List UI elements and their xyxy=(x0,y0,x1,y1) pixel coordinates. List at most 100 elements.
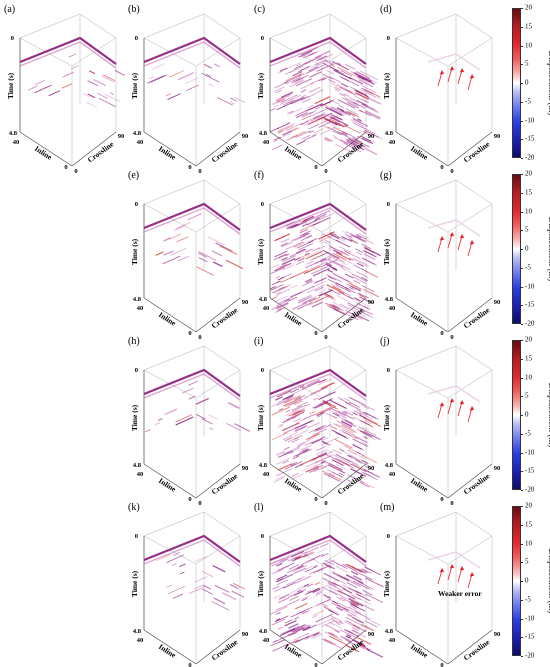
inline-axis-label: Inline xyxy=(409,642,430,660)
colorbar-tickmark xyxy=(521,581,523,582)
inline-axis-label: Inline xyxy=(409,144,430,162)
time-axis-label: Time (s) xyxy=(130,570,139,597)
time-top-tick: 0 xyxy=(387,201,390,208)
axis-line xyxy=(195,131,241,167)
cube-edge xyxy=(455,13,493,39)
inline-max-tick: 40 xyxy=(13,139,20,146)
time-axis-label: Time (s) xyxy=(256,238,265,265)
inline-axis-label: Inline xyxy=(283,642,304,660)
cube-edge xyxy=(269,511,331,537)
colorbar: 20 15 10 5 0 -5 -10 -15 -20 Displacement (m) xyxy=(512,4,550,161)
axis-line xyxy=(447,297,493,333)
error-arrowhead xyxy=(439,236,445,241)
crossline-max-tick: 90 xyxy=(494,465,501,472)
time-top-tick: 0 xyxy=(261,533,264,540)
inline-min-tick: 0 xyxy=(188,164,191,171)
inline-axis-label: Inline xyxy=(283,310,304,328)
seismic-events xyxy=(28,53,126,108)
crossline-max-tick: 90 xyxy=(368,133,375,140)
time-bottom-tick: 4.8 xyxy=(133,462,142,469)
error-arrow xyxy=(467,573,473,589)
colorbar-tickmark xyxy=(521,415,523,416)
colorbar-tickmark xyxy=(521,45,523,47)
error-arrowhead xyxy=(449,232,455,237)
cube-edge xyxy=(329,511,367,537)
error-arrow xyxy=(457,567,463,583)
error-arrowhead xyxy=(469,572,475,577)
colorbar-tick-label: 5 xyxy=(525,557,529,566)
inline-max-tick: 40 xyxy=(389,305,396,312)
colorbar-tick-label: -20 xyxy=(525,651,535,660)
time-axis-label: Time (s) xyxy=(382,238,391,265)
colorbar-tick-label: -20 xyxy=(525,485,535,494)
panel-label: (c) xyxy=(254,4,266,15)
reflector-band xyxy=(19,41,117,69)
reflector-band xyxy=(143,41,241,69)
time-axis-label: Time (s) xyxy=(256,404,265,431)
cube-edge xyxy=(19,13,81,39)
crossline-max-tick: 90 xyxy=(242,631,249,638)
annotation-text: Weaker error xyxy=(438,589,482,598)
axis-line xyxy=(143,463,197,499)
crossline-max-tick: 90 xyxy=(494,299,501,306)
inline-min-tick: 0 xyxy=(314,330,317,337)
cube-edge xyxy=(395,37,449,67)
reflector-band xyxy=(269,539,367,567)
colorbar-tick-label: 10 xyxy=(525,373,532,381)
axis-line xyxy=(195,629,241,665)
time-axis-label: Time (s) xyxy=(130,238,139,265)
colorbar-tickmark xyxy=(521,120,523,122)
time-bottom-tick: 4.8 xyxy=(133,628,142,635)
colorbar-tick-label: -15 xyxy=(525,466,535,475)
crossline-min-tick: 0 xyxy=(198,500,201,507)
cube-edge xyxy=(395,179,457,205)
reflector-band xyxy=(143,534,241,563)
inline-min-tick: 0 xyxy=(440,662,443,667)
inline-axis-label: Inline xyxy=(283,476,304,494)
inline-max-tick: 40 xyxy=(137,471,144,478)
colorbar-tickmark xyxy=(521,524,523,526)
time-axis-label: Time (s) xyxy=(382,72,391,99)
error-arrow xyxy=(437,237,443,253)
colorbar-tickmark xyxy=(521,64,523,65)
panel-label: (e) xyxy=(128,170,140,181)
colorbar-tickmark xyxy=(521,174,523,175)
crossline-max-tick: 90 xyxy=(242,133,249,140)
colorbar-tickmark xyxy=(521,490,523,491)
colorbar-tickmark xyxy=(521,471,523,472)
colorbar-tickmark xyxy=(521,249,523,250)
colorbar-tickmark xyxy=(521,656,523,657)
axis-line xyxy=(269,629,323,665)
reflector-band xyxy=(269,368,367,397)
colorbar-tick-label: -10 xyxy=(525,116,535,124)
crossline-max-tick: 90 xyxy=(494,133,501,140)
panel-d: 0 4.8 Time (s) 40 0 0 90 Inline Crossline (d) xyxy=(380,4,510,175)
inline-axis-label: Inline xyxy=(157,144,178,162)
cube-edge xyxy=(269,345,331,371)
colorbar: 20 15 10 5 0 -5 -10 -15 -20 Displacement (m) xyxy=(512,170,550,327)
cube-edge xyxy=(455,179,493,205)
inline-axis-label: Inline xyxy=(157,642,178,660)
colorbar-tick-label: 0 xyxy=(525,410,529,419)
inline-min-tick: 0 xyxy=(64,164,67,171)
panel-i: 0 4.8 Time (s) 40 0 0 90 Inline Crossline (i) xyxy=(254,336,384,507)
cube-edge xyxy=(143,13,205,39)
cube-edge xyxy=(269,13,331,39)
faint-layer xyxy=(427,385,481,403)
colorbar-tick-label: 15 xyxy=(525,22,532,31)
axis-line xyxy=(19,131,73,167)
cube-edge xyxy=(143,511,205,537)
cube-edge xyxy=(329,13,367,39)
reflector-band xyxy=(269,202,367,231)
colorbar-tick-label: 20 xyxy=(525,335,532,344)
cube-edge xyxy=(395,535,449,565)
colorbar-tickmark xyxy=(521,192,523,194)
panel-b: 0 4.8 Time (s) 40 0 0 90 Inline Crossline (b) xyxy=(128,4,258,175)
axis-line xyxy=(143,629,197,665)
